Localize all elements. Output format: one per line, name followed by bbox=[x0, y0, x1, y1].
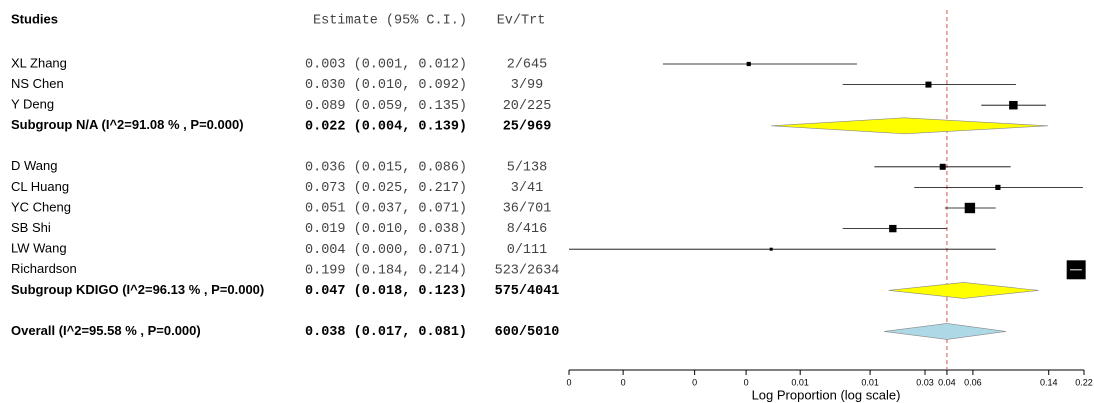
events-text: 2/645 bbox=[507, 58, 548, 73]
events-text: 3/99 bbox=[511, 78, 543, 93]
events-text: 20/225 bbox=[503, 99, 552, 114]
estimate-text: 0.047 (0.018, 0.123) bbox=[305, 284, 467, 299]
x-tick-label: 0.01 bbox=[861, 377, 879, 387]
row-label: CL Huang bbox=[11, 179, 69, 194]
estimate-text: 0.051 (0.037, 0.071) bbox=[305, 202, 467, 217]
row-label: NS Chen bbox=[11, 76, 64, 91]
events-text: 600/5010 bbox=[495, 325, 560, 340]
events-text: 5/138 bbox=[507, 160, 548, 175]
study-marker bbox=[746, 61, 751, 67]
estimate-text: 0.199 (0.184, 0.214) bbox=[305, 263, 467, 278]
estimate-text: 0.004 (0.000, 0.071) bbox=[305, 243, 467, 258]
x-axis-title: Log Proportion (log scale) bbox=[752, 387, 901, 402]
study-marker bbox=[889, 224, 897, 233]
events-text: 575/4041 bbox=[495, 284, 560, 299]
x-tick-label: 0.01 bbox=[791, 377, 809, 387]
x-tick-label: 0.06 bbox=[964, 377, 982, 387]
events-text: 8/416 bbox=[507, 222, 548, 237]
estimate-text: 0.030 (0.010, 0.092) bbox=[305, 78, 467, 93]
subgroup-diamond bbox=[771, 117, 1049, 135]
x-tick-label: 0.03 bbox=[916, 377, 934, 387]
row-label: XL Zhang bbox=[11, 55, 67, 70]
estimate-text: 0.003 (0.001, 0.012) bbox=[305, 58, 467, 73]
header-studies: Studies bbox=[11, 11, 58, 26]
header-events: Ev/Trt bbox=[497, 14, 546, 29]
row-label: Subgroup KDIGO (I^2=96.13 % , P=0.000) bbox=[11, 282, 264, 297]
estimate-text: 0.019 (0.010, 0.038) bbox=[305, 222, 467, 237]
events-text: 0/111 bbox=[507, 243, 548, 258]
x-tick-label: 0.04 bbox=[938, 377, 956, 387]
x-tick-label: 0.22 bbox=[1075, 377, 1093, 387]
estimate-text: 0.073 (0.025, 0.217) bbox=[305, 181, 467, 196]
header-estimate: Estimate (95% C.I.) bbox=[313, 14, 467, 29]
x-tick-label: 0 bbox=[744, 377, 749, 387]
x-tick-label: 0 bbox=[692, 377, 697, 387]
row-label: YC Cheng bbox=[11, 199, 71, 214]
row-label: D Wang bbox=[11, 158, 57, 173]
row-label: LW Wang bbox=[11, 241, 67, 256]
row-label: Richardson bbox=[11, 261, 77, 276]
events-text: 3/41 bbox=[511, 181, 543, 196]
study-marker bbox=[1009, 100, 1018, 110]
row-label: SB Shi bbox=[11, 220, 51, 235]
row-label: Subgroup N/A (I^2=91.08 % , P=0.000) bbox=[11, 117, 244, 132]
events-text: 523/2634 bbox=[495, 263, 560, 278]
x-tick-label: 0 bbox=[621, 377, 626, 387]
study-marker bbox=[925, 81, 932, 88]
study-marker bbox=[769, 247, 773, 251]
estimate-text: 0.089 (0.059, 0.135) bbox=[305, 99, 467, 114]
events-text: 36/701 bbox=[503, 202, 552, 217]
study-marker bbox=[964, 202, 976, 214]
events-text: 25/969 bbox=[503, 119, 552, 134]
estimate-text: 0.038 (0.017, 0.081) bbox=[305, 325, 467, 340]
estimate-text: 0.022 (0.004, 0.139) bbox=[305, 119, 467, 134]
study-marker bbox=[995, 184, 1001, 190]
study-marker bbox=[939, 163, 946, 170]
row-label: Overall (I^2=95.58 % , P=0.000) bbox=[11, 323, 201, 338]
overall-diamond bbox=[884, 323, 1007, 340]
x-tick-label: 0 bbox=[566, 377, 571, 387]
subgroup-diamond bbox=[888, 282, 1039, 299]
row-label: Y Deng bbox=[11, 97, 54, 112]
x-tick-label: 0.14 bbox=[1040, 377, 1058, 387]
estimate-text: 0.036 (0.015, 0.086) bbox=[305, 160, 467, 175]
